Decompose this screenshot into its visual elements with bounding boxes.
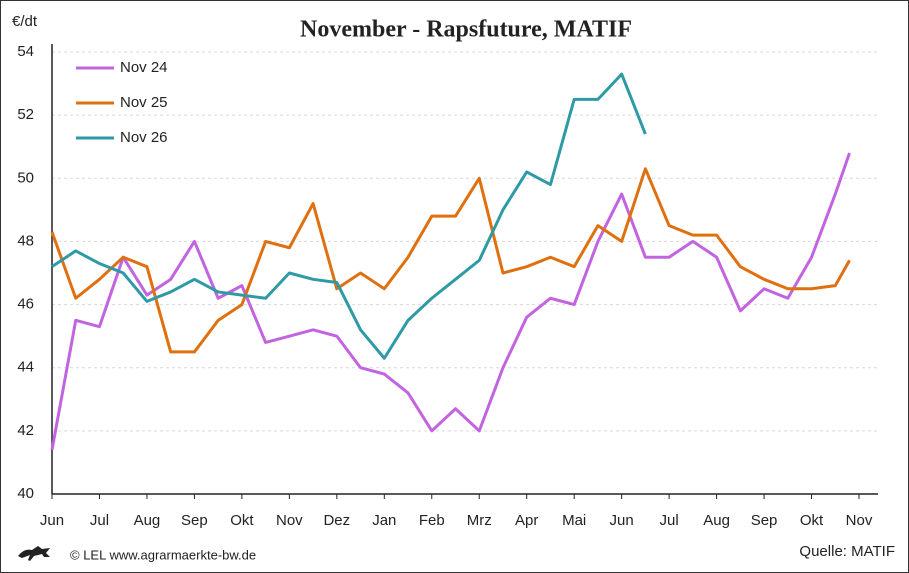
x-tick-label: Nov xyxy=(846,512,873,529)
y-tick-label: 48 xyxy=(17,232,34,249)
y-tick-label: 40 xyxy=(17,485,34,502)
x-tick-label: Jan xyxy=(372,512,396,529)
y-tick-label: 54 xyxy=(17,43,34,60)
x-tick-label: Nov xyxy=(276,512,303,529)
x-tick-label: Apr xyxy=(515,512,538,529)
series-line xyxy=(51,72,647,360)
x-tick-label: Jul xyxy=(90,512,109,529)
y-tick-label: 50 xyxy=(17,169,34,186)
y-tick-label: 44 xyxy=(17,359,34,376)
x-tick-label: Okt xyxy=(800,512,824,529)
x-tick-label: Feb xyxy=(419,512,445,529)
y-tick-label: 42 xyxy=(17,422,34,439)
x-tick-label: Jun xyxy=(40,512,64,529)
series-line xyxy=(50,167,851,354)
x-tick-label: Okt xyxy=(230,512,254,529)
source: Quelle: MATIF xyxy=(799,543,895,560)
y-tick-label: 46 xyxy=(17,296,34,313)
x-tick-label: Aug xyxy=(703,512,730,529)
x-tick-label: Mai xyxy=(562,512,586,529)
logo xyxy=(18,546,50,561)
x-tick-label: Jun xyxy=(610,512,634,529)
x-tick-label: Sep xyxy=(181,512,208,529)
series-line xyxy=(50,152,851,451)
legend-label: Nov 26 xyxy=(120,129,168,146)
y-tick-label: 52 xyxy=(17,106,34,123)
legend-label: Nov 24 xyxy=(120,59,168,76)
x-tick-label: Mrz xyxy=(467,512,492,529)
legend-label: Nov 25 xyxy=(120,94,168,111)
x-tick-label: Dez xyxy=(323,512,350,529)
credit: © LEL www.agrarmaerkte-bw.de xyxy=(70,547,256,562)
x-tick-label: Aug xyxy=(134,512,161,529)
x-tick-label: Sep xyxy=(751,512,778,529)
x-tick-label: Jul xyxy=(660,512,679,529)
y-axis-label: €/dt xyxy=(12,13,38,30)
chart-title: November - Rapsfuture, MATIF xyxy=(300,17,632,43)
